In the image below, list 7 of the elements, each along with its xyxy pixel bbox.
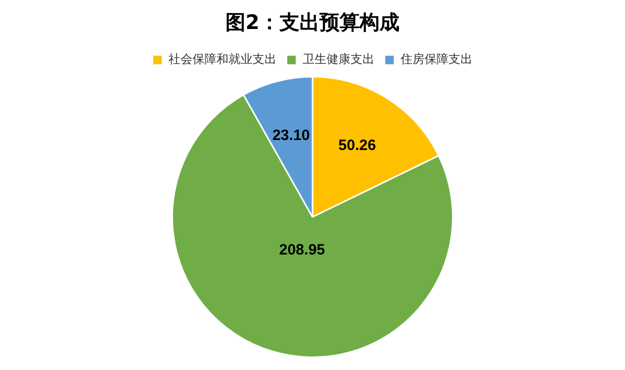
legend-label: 卫生健康支出	[302, 52, 374, 66]
legend-label: 社会保障和就业支出	[168, 52, 276, 66]
data-label: 208.95	[279, 242, 326, 259]
data-label: 23.10	[272, 126, 310, 144]
chart-title: 图2：支出预算构成	[226, 10, 400, 34]
legend-label: 住房保障支出	[400, 52, 472, 66]
data-label: 50.26	[338, 136, 376, 154]
